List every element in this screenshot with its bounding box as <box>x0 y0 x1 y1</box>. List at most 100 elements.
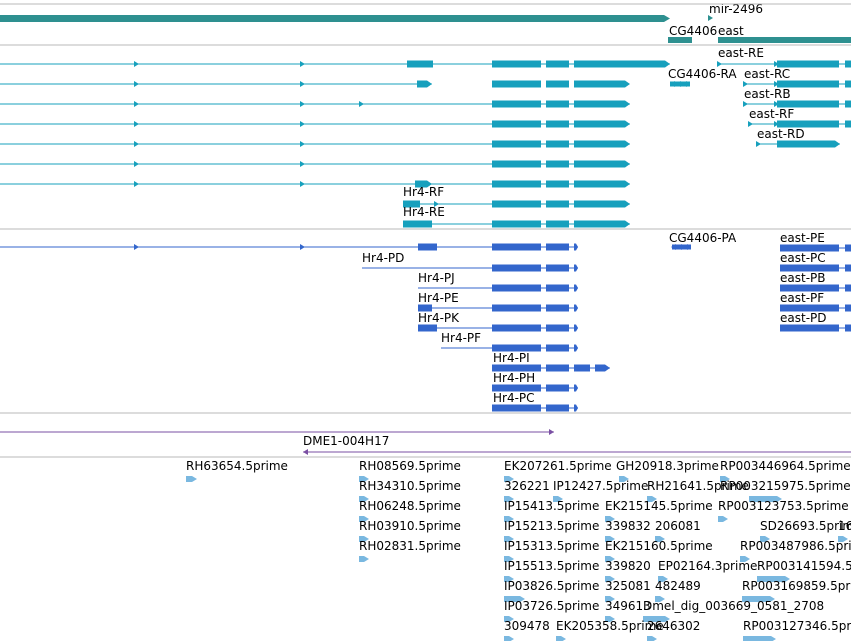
exon-block[interactable] <box>574 200 630 208</box>
exon-block[interactable] <box>574 264 578 272</box>
exon-block[interactable] <box>574 180 630 188</box>
exon-block[interactable] <box>546 60 569 68</box>
exon-block[interactable] <box>574 384 578 392</box>
exon-block[interactable] <box>845 60 851 68</box>
gene-bar-east[interactable] <box>718 37 851 43</box>
est-feature[interactable] <box>647 636 657 641</box>
exon-block[interactable] <box>546 344 569 352</box>
est-feature[interactable] <box>359 476 369 482</box>
exon-block[interactable] <box>546 220 569 228</box>
est-feature[interactable] <box>504 556 514 562</box>
exon-block[interactable] <box>845 264 851 272</box>
exon-block[interactable] <box>546 180 569 188</box>
exon-block[interactable] <box>492 180 541 188</box>
exon-block[interactable] <box>546 120 569 128</box>
exon-block[interactable] <box>492 264 541 272</box>
exon-block[interactable] <box>492 60 541 68</box>
exon-block[interactable] <box>546 200 569 208</box>
exon-block[interactable] <box>595 364 610 372</box>
exon-block[interactable] <box>670 81 690 87</box>
exon-block[interactable] <box>546 80 569 88</box>
est-feature[interactable] <box>605 596 615 602</box>
gene-bar-cg4406[interactable] <box>668 37 692 43</box>
exon-block[interactable] <box>418 304 432 312</box>
est-feature[interactable] <box>605 576 615 582</box>
exon-block[interactable] <box>780 304 839 312</box>
exon-block[interactable] <box>574 404 578 412</box>
exon-block[interactable] <box>417 80 432 88</box>
est-feature[interactable] <box>504 496 514 502</box>
exon-block[interactable] <box>546 264 569 272</box>
exon-block[interactable] <box>574 344 578 352</box>
exon-block[interactable] <box>492 404 541 412</box>
exon-block[interactable] <box>492 200 541 208</box>
exon-block[interactable] <box>777 80 839 88</box>
est-feature[interactable] <box>742 596 775 602</box>
est-feature[interactable] <box>504 596 525 602</box>
exon-block[interactable] <box>777 100 839 108</box>
exon-block[interactable] <box>492 160 541 168</box>
est-feature[interactable] <box>359 556 369 562</box>
est-feature[interactable] <box>643 616 670 622</box>
exon-block[interactable] <box>780 264 839 272</box>
exon-block[interactable] <box>492 304 541 312</box>
exon-block[interactable] <box>777 120 839 128</box>
est-feature[interactable] <box>655 536 665 542</box>
exon-block[interactable] <box>845 324 851 332</box>
exon-block[interactable] <box>415 180 432 188</box>
exon-block[interactable] <box>418 243 437 251</box>
exon-block[interactable] <box>574 243 578 251</box>
exon-block[interactable] <box>574 324 578 332</box>
est-feature[interactable] <box>838 536 848 542</box>
exon-block[interactable] <box>574 60 670 68</box>
exon-block[interactable] <box>672 244 691 250</box>
est-feature[interactable] <box>605 556 615 562</box>
exon-block[interactable] <box>492 140 541 148</box>
est-feature[interactable] <box>743 636 776 641</box>
est-feature[interactable] <box>556 636 566 641</box>
exon-block[interactable] <box>546 284 569 292</box>
exon-block[interactable] <box>574 220 630 228</box>
est-feature[interactable] <box>605 616 615 622</box>
exon-block[interactable] <box>845 100 851 108</box>
est-feature[interactable] <box>720 476 730 482</box>
exon-block[interactable] <box>407 60 433 68</box>
exon-block[interactable] <box>546 384 569 392</box>
exon-block[interactable] <box>418 324 437 332</box>
est-feature[interactable] <box>619 476 629 482</box>
exon-block[interactable] <box>574 140 630 148</box>
exon-block[interactable] <box>546 324 569 332</box>
est-feature[interactable] <box>718 516 728 522</box>
exon-block[interactable] <box>574 284 578 292</box>
exon-block[interactable] <box>574 80 630 88</box>
exon-block[interactable] <box>845 80 851 88</box>
exon-block[interactable] <box>492 324 541 332</box>
exon-block[interactable] <box>777 60 839 68</box>
exon-block[interactable] <box>546 404 569 412</box>
est-feature[interactable] <box>658 576 668 582</box>
est-feature[interactable] <box>655 596 665 602</box>
est-feature[interactable] <box>359 496 369 502</box>
exon-block[interactable] <box>845 244 851 252</box>
exon-block[interactable] <box>492 364 541 372</box>
est-feature[interactable] <box>504 516 514 522</box>
exon-block[interactable] <box>492 220 541 228</box>
exon-block[interactable] <box>780 244 839 252</box>
est-feature[interactable] <box>760 536 770 542</box>
exon-block[interactable] <box>780 324 839 332</box>
est-feature[interactable] <box>359 536 369 542</box>
est-feature[interactable] <box>740 556 750 562</box>
est-feature[interactable] <box>749 496 782 502</box>
exon-block[interactable] <box>492 384 541 392</box>
exon-block[interactable] <box>492 284 541 292</box>
est-feature[interactable] <box>757 576 790 582</box>
exon-block[interactable] <box>546 160 569 168</box>
exon-block[interactable] <box>546 243 569 251</box>
exon-block[interactable] <box>780 284 839 292</box>
exon-block[interactable] <box>492 80 541 88</box>
exon-block[interactable] <box>845 120 851 128</box>
est-feature[interactable] <box>504 536 514 542</box>
gene-bar-hr4[interactable] <box>0 15 670 22</box>
exon-block[interactable] <box>845 304 851 312</box>
exon-block[interactable] <box>403 220 432 228</box>
